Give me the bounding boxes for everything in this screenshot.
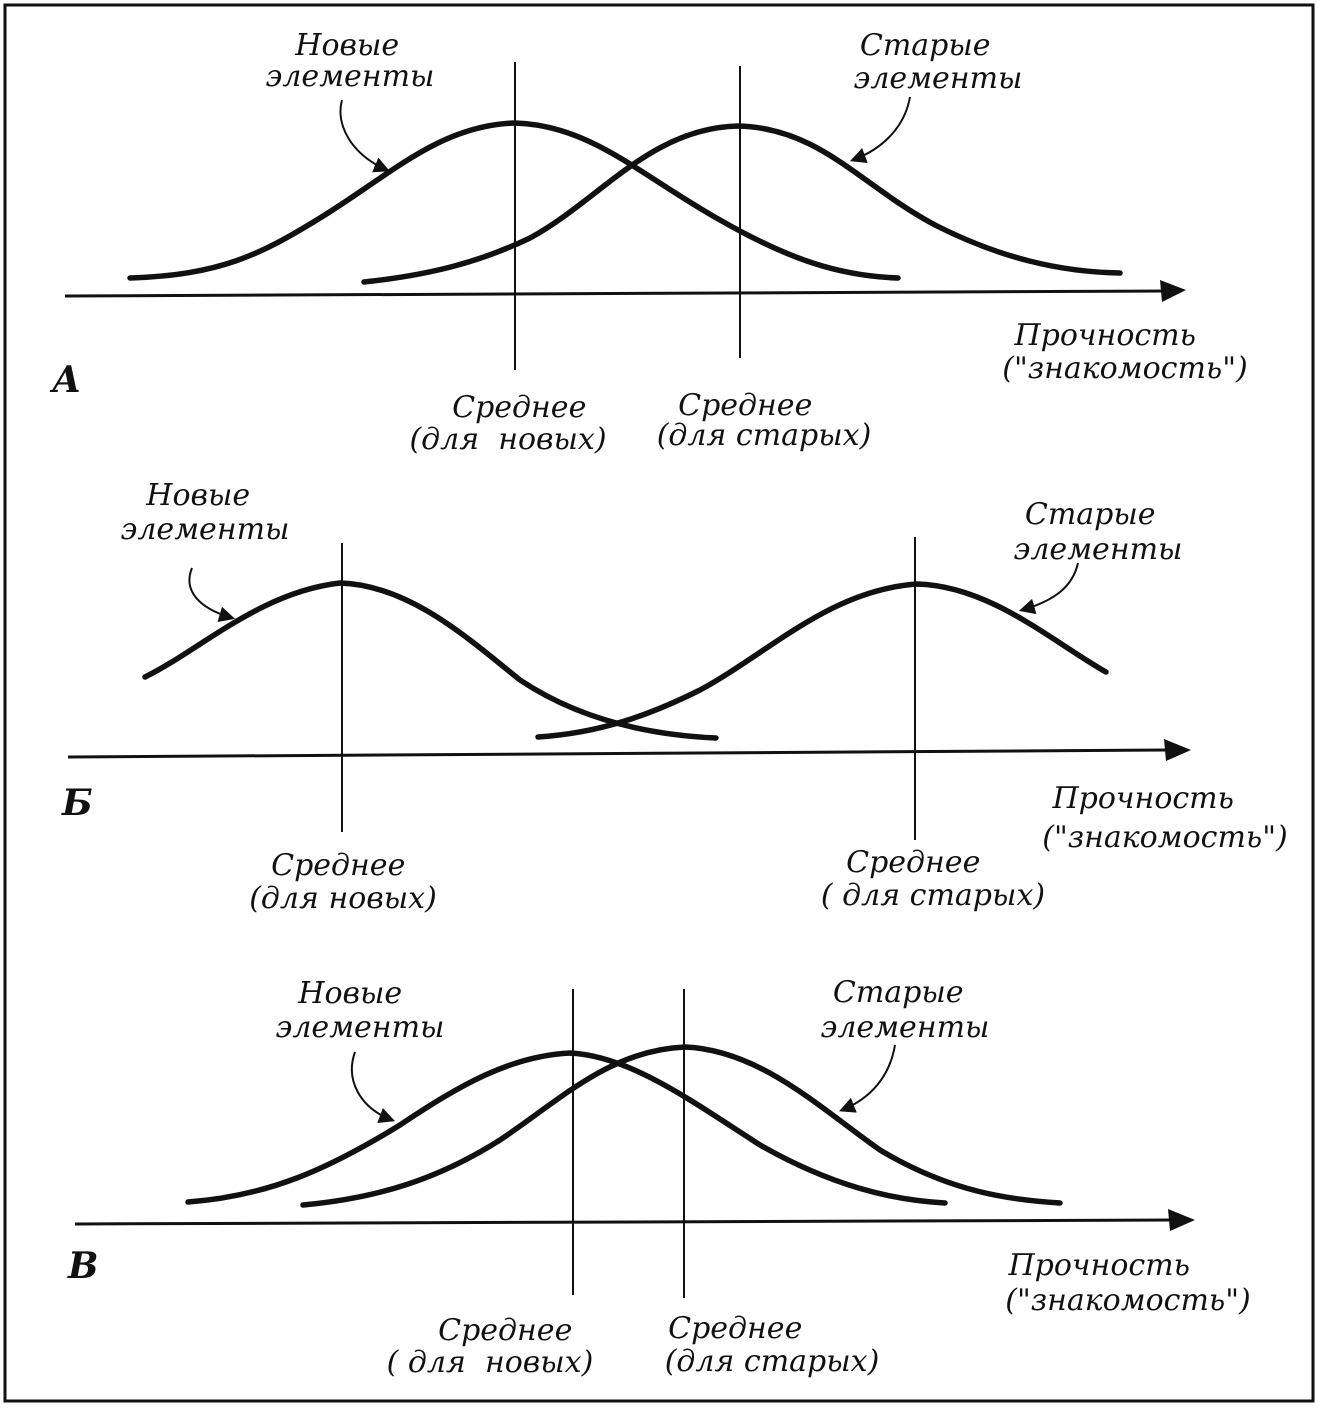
old-items-label: Старые элементы	[854, 28, 1023, 96]
strength-axis	[67, 748, 1169, 759]
axis-label-line-2: ("знакомость")	[1005, 1283, 1251, 1318]
axis-label-line-1: Прочность	[1051, 781, 1234, 816]
panel-c: Новые элементы Старые элементы Прочность…	[67, 975, 1251, 1380]
old-mean-label: Среднее (для старых)	[665, 1311, 880, 1379]
new-items-label: Новые элементы	[266, 28, 435, 94]
new-mean-label: Среднее (для новых)	[409, 390, 606, 457]
old-mean-label-line-1: Среднее	[678, 388, 812, 423]
strength-axis	[74, 1218, 1173, 1226]
new-mean-label-line-2: (для новых)	[249, 881, 437, 916]
old-mean-label: Среднее (для старых)	[657, 388, 872, 453]
old-items-label-line-2: элементы	[854, 61, 1023, 96]
new-items-label-line-1: Новые	[145, 478, 250, 513]
old-items-pointer	[839, 1044, 896, 1113]
new-items-label: Новые элементы	[121, 478, 290, 547]
panel-a: Новые элементы Старые элементы Прочность…	[49, 28, 1248, 457]
old-items-pointer	[850, 96, 911, 163]
axis-arrowhead	[1168, 1209, 1195, 1231]
figure-border	[3, 3, 1315, 1403]
new-items-pointer	[188, 567, 236, 623]
new-items-curve	[185, 1050, 948, 1206]
axis-arrowhead	[1164, 739, 1191, 761]
axis-label: Прочность ("знакомость")	[1042, 781, 1288, 855]
old-items-curve	[300, 1044, 1063, 1208]
new-items-label-line-2: элементы	[121, 512, 290, 547]
panel-letter: А	[49, 359, 81, 401]
old-items-label-line-2: элементы	[1014, 532, 1183, 567]
new-mean-label: Среднее (для новых)	[249, 848, 437, 916]
axis-arrowhead	[1160, 280, 1186, 302]
axis-label: Прочность ("знакомость")	[1005, 1248, 1251, 1318]
axis-label: Прочность ("знакомость")	[1002, 318, 1248, 386]
new-items-label-line-2: элементы	[276, 1010, 445, 1045]
new-items-label: Новые элементы	[276, 976, 445, 1045]
old-items-curve	[535, 581, 1109, 740]
panel-letter: В	[67, 1245, 98, 1287]
old-mean-label: Среднее ( для старых)	[821, 845, 1045, 913]
new-mean-label: Среднее ( для новых)	[387, 1313, 594, 1380]
old-items-label: Старые элементы	[1014, 497, 1183, 567]
old-mean-label-line-1: Среднее	[668, 1311, 802, 1346]
old-items-label-line-1: Старые	[860, 28, 991, 63]
new-mean-label-line-2: ( для новых)	[387, 1345, 594, 1380]
old-items-label-line-1: Старые	[1025, 497, 1156, 532]
new-items-pointer	[350, 1051, 395, 1123]
old-mean-label-line-2: (для старых)	[657, 418, 872, 453]
axis-label-line-1: Прочность	[1013, 318, 1196, 353]
strength-axis	[64, 289, 1166, 298]
new-items-label-line-1: Новые	[294, 28, 399, 63]
old-items-label-line-1: Старые	[833, 975, 964, 1010]
new-mean-label-line-2: (для новых)	[409, 422, 606, 457]
new-items-label-line-2: элементы	[266, 59, 435, 94]
old-items-label-line-2: элементы	[821, 1010, 990, 1045]
old-mean-label-line-1: Среднее	[846, 845, 980, 880]
axis-label-line-1: Прочность	[1007, 1248, 1190, 1283]
panel-letter: Б	[61, 782, 93, 824]
old-items-curve	[361, 123, 1123, 285]
new-mean-label-line-1: Среднее	[452, 390, 586, 425]
new-items-label-line-1: Новые	[297, 976, 402, 1011]
panel-b: Новые элементы Старые элементы Прочность…	[61, 478, 1288, 916]
old-items-pointer	[1018, 562, 1079, 615]
old-mean-label-line-2: ( для старых)	[821, 878, 1045, 913]
axis-label-line-2: ("знакомость")	[1002, 351, 1248, 386]
new-items-pointer	[339, 99, 390, 173]
new-mean-label-line-1: Среднее	[438, 1313, 572, 1348]
old-items-label: Старые элементы	[821, 975, 990, 1045]
axis-label-line-2: ("знакомость")	[1042, 820, 1288, 855]
new-items-curve	[142, 580, 719, 741]
new-mean-label-line-1: Среднее	[271, 848, 405, 883]
old-mean-label-line-2: (для старых)	[665, 1344, 880, 1379]
